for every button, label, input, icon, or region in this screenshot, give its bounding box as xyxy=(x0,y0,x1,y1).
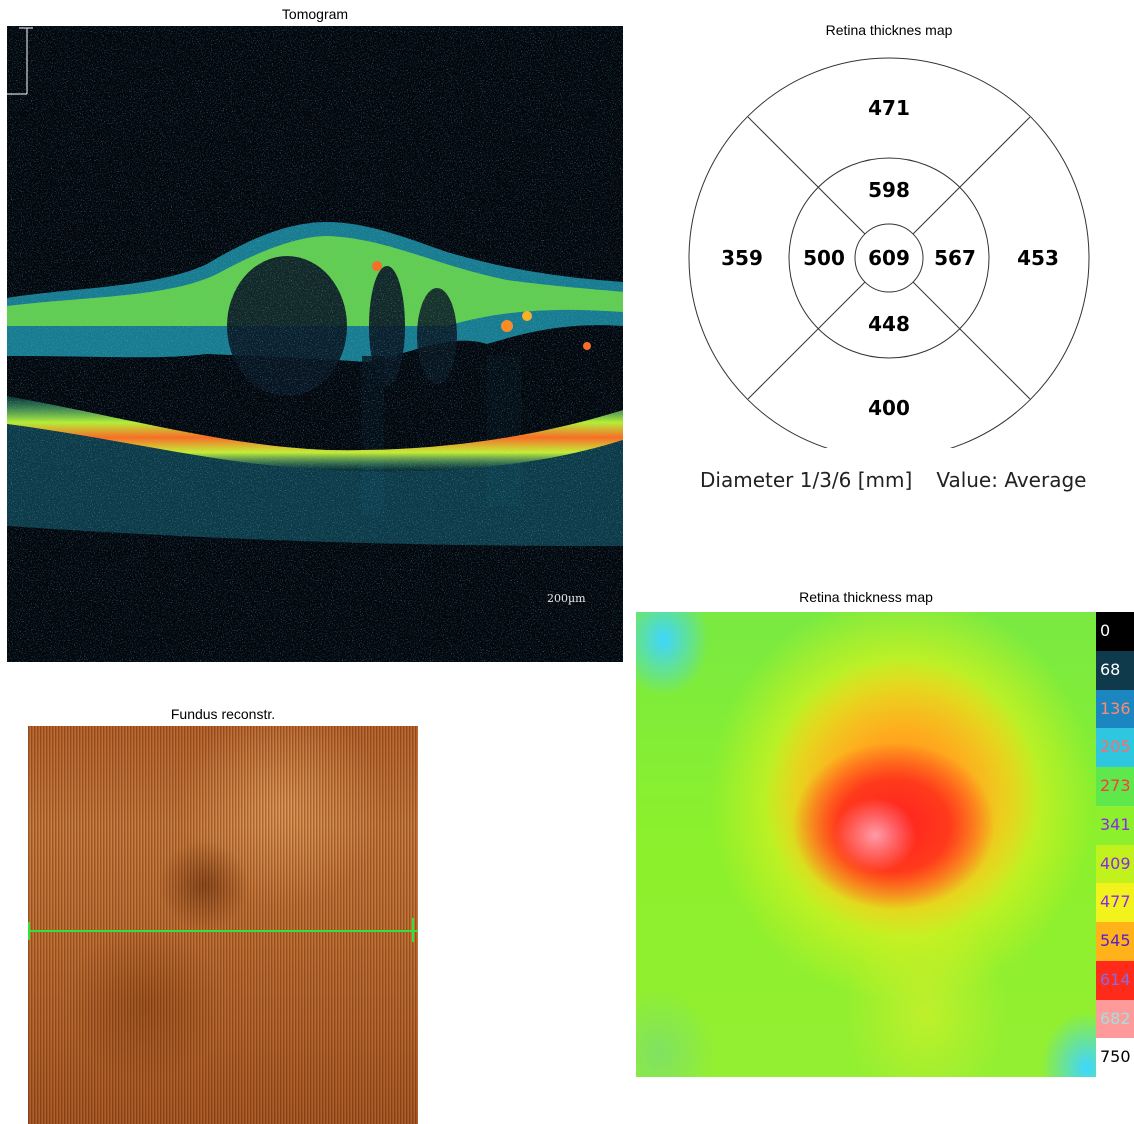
sector-outer-nasal: 453 xyxy=(1017,246,1059,270)
legend-value-68: 68 xyxy=(1096,650,1134,690)
heatmap-color-legend: 0 68 136 205 273 341 409 477 545 614 682 750 xyxy=(1096,612,1134,1077)
legend-value-750: 750 xyxy=(1096,1038,1134,1077)
legend-value-614: 614 xyxy=(1096,960,1134,1000)
legend-value-477: 477 xyxy=(1096,883,1134,922)
sector-center: 609 xyxy=(868,246,910,270)
sector-outer-superior: 471 xyxy=(868,96,910,120)
sector-inner-superior: 598 xyxy=(868,178,910,202)
caption-diameter: Diameter 1/3/6 [mm] xyxy=(700,468,913,492)
legend-value-0: 0 xyxy=(1096,612,1134,651)
sector-inner-inferior: 448 xyxy=(868,312,910,336)
scale-bar xyxy=(7,27,33,95)
tomogram-scan-graphic xyxy=(7,26,623,662)
etdrs-thickness-map[interactable]: 471 598 359 500 609 567 453 448 400 xyxy=(686,42,1092,459)
sector-outer-temporal: 359 xyxy=(721,246,763,270)
tomogram-image[interactable]: 200µm xyxy=(7,26,623,662)
legend-value-273: 273 xyxy=(1096,767,1134,806)
legend-value-409: 409 xyxy=(1096,844,1134,884)
legend-value-341: 341 xyxy=(1096,805,1134,845)
scan-line-start-marker xyxy=(28,922,30,940)
caption-value-mode: Value: Average xyxy=(936,468,1087,492)
scale-bar-label: 200µm xyxy=(547,592,586,605)
legend-value-545: 545 xyxy=(1096,922,1134,961)
fundus-image[interactable] xyxy=(28,726,418,1124)
legend-value-682: 682 xyxy=(1096,999,1134,1039)
etdrs-map-title: Retina thicknes map xyxy=(825,22,953,38)
etdrs-caption: Diameter 1/3/6 [mm] Value: Average xyxy=(700,468,1086,492)
scan-position-line[interactable] xyxy=(28,930,418,932)
legend-value-205: 205 xyxy=(1096,728,1134,767)
tomogram-title: Tomogram xyxy=(281,6,349,22)
fundus-title: Fundus reconstr. xyxy=(170,706,276,722)
scan-line-end-marker xyxy=(412,918,414,942)
heatmap-title: Retina thickness map xyxy=(799,589,933,605)
legend-value-136: 136 xyxy=(1096,689,1134,729)
sector-outer-inferior: 400 xyxy=(868,396,910,420)
sector-inner-nasal: 567 xyxy=(934,246,976,270)
thickness-heatmap[interactable] xyxy=(636,612,1096,1077)
sector-inner-temporal: 500 xyxy=(803,246,845,270)
